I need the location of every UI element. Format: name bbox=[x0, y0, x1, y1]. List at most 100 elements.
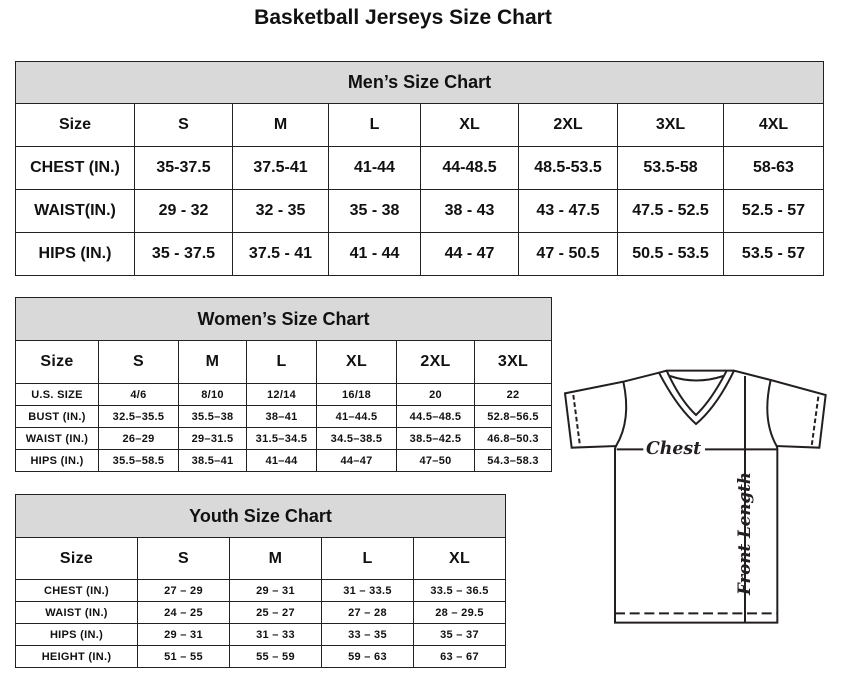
table-row: HIPS (IN.) 35 - 37.5 37.5 - 41 41 - 44 44 - … bbox=[15, 232, 824, 276]
table-cell: XL bbox=[420, 103, 519, 147]
table-cell: 41-44 bbox=[328, 146, 421, 190]
row-label: CHEST (IN.) bbox=[15, 579, 138, 602]
table-cell: 2XL bbox=[396, 340, 475, 384]
shirt-outline bbox=[563, 369, 827, 624]
row-label: HIPS (IN.) bbox=[15, 623, 138, 646]
table-cell: S bbox=[134, 103, 233, 147]
youth-size-table: Youth Size Chart Size S M L XL CHEST (IN.) 27 … bbox=[14, 494, 507, 668]
table-row: CHEST (IN.) 27 – 29 29 – 31 31 – 33.5 33.5 –… bbox=[15, 579, 507, 602]
table-cell: 38.5–41 bbox=[178, 449, 247, 472]
table-cell: 35 – 37 bbox=[412, 623, 507, 646]
table-cell: 35.5–38 bbox=[178, 405, 247, 428]
youth-heading: Youth Size Chart bbox=[14, 494, 507, 538]
table-cell: 47.5 - 52.5 bbox=[617, 189, 724, 233]
table-cell: 28 – 29.5 bbox=[412, 601, 507, 624]
table-cell: 25 – 27 bbox=[229, 601, 322, 624]
mens-size-table: Men’s Size Chart Size S M L XL 2XL 3XL 4XL CHEST… bbox=[15, 61, 824, 276]
table-cell: 55 – 59 bbox=[229, 645, 322, 668]
table-cell: 37.5-41 bbox=[232, 146, 329, 190]
table-cell: M bbox=[229, 537, 322, 580]
row-label: HIPS (IN.) bbox=[15, 232, 135, 276]
row-label: Size bbox=[15, 340, 99, 384]
mens-heading: Men’s Size Chart bbox=[15, 61, 824, 104]
table-cell: 38 - 43 bbox=[420, 189, 519, 233]
row-label: Size bbox=[15, 537, 138, 580]
table-cell: 12/14 bbox=[246, 383, 317, 406]
table-cell: 38.5–42.5 bbox=[396, 427, 475, 450]
table-cell: 35 - 37.5 bbox=[134, 232, 233, 276]
table-cell: 53.5-58 bbox=[617, 146, 724, 190]
table-cell: 53.5 - 57 bbox=[723, 232, 824, 276]
table-row: WAIST(IN.) 29 - 32 32 - 35 35 - 38 38 - 43 43… bbox=[15, 189, 824, 233]
womens-heading: Women’s Size Chart bbox=[14, 297, 553, 341]
table-row: WAIST (IN.) 24 – 25 25 – 27 27 – 28 28 – 29.… bbox=[15, 601, 507, 624]
table-row: CHEST (IN.) 35-37.5 37.5-41 41-44 44-48.5 48.… bbox=[15, 146, 824, 190]
table-cell: XL bbox=[316, 340, 397, 384]
table-cell: 33 – 35 bbox=[321, 623, 414, 646]
table-cell: 47–50 bbox=[396, 449, 475, 472]
table-cell: 31 – 33.5 bbox=[321, 579, 414, 602]
table-cell: 63 – 67 bbox=[412, 645, 507, 668]
table-cell: 16/18 bbox=[316, 383, 397, 406]
table-cell: 32 - 35 bbox=[232, 189, 329, 233]
table-cell: 43 - 47.5 bbox=[518, 189, 618, 233]
table-cell: 48.5-53.5 bbox=[518, 146, 618, 190]
table-cell: 38–41 bbox=[246, 405, 317, 428]
table-cell: L bbox=[246, 340, 317, 384]
table-cell: 29 - 32 bbox=[134, 189, 233, 233]
table-cell: 4/6 bbox=[98, 383, 179, 406]
table-cell: 35-37.5 bbox=[134, 146, 233, 190]
table-cell: 41–44.5 bbox=[316, 405, 397, 428]
table-row: WAIST (IN.) 26–29 29–31.5 31.5–34.5 34.5–38.… bbox=[15, 427, 553, 450]
row-label: HEIGHT (IN.) bbox=[15, 645, 138, 668]
jersey-diagram: Chest Front Length bbox=[563, 369, 827, 624]
table-cell: 27 – 29 bbox=[137, 579, 230, 602]
page-title: Basketball Jerseys Size Chart bbox=[254, 6, 552, 29]
table-cell: 22 bbox=[473, 383, 553, 406]
table-cell: 31.5–34.5 bbox=[246, 427, 317, 450]
table-cell: 34.5–38.5 bbox=[316, 427, 397, 450]
table-cell: 4XL bbox=[723, 103, 824, 147]
table-cell: S bbox=[98, 340, 179, 384]
table-cell: 3XL bbox=[473, 340, 553, 384]
table-cell: 8/10 bbox=[178, 383, 247, 406]
table-row: Size S M L XL 2XL 3XL bbox=[15, 340, 553, 384]
table-cell: 31 – 33 bbox=[229, 623, 322, 646]
table-cell: 50.5 - 53.5 bbox=[617, 232, 724, 276]
table-cell: 33.5 – 36.5 bbox=[412, 579, 507, 602]
table-cell: S bbox=[137, 537, 230, 580]
table-cell: M bbox=[178, 340, 247, 384]
table-cell: 41–44 bbox=[246, 449, 317, 472]
table-row: HEIGHT (IN.) 51 – 55 55 – 59 59 – 63 63 – 67 bbox=[15, 645, 507, 668]
row-label: WAIST (IN.) bbox=[15, 427, 99, 450]
front-length-label: Front Length bbox=[734, 472, 754, 596]
table-row: HIPS (IN.) 35.5–58.5 38.5–41 41–44 44–47 47–5… bbox=[15, 449, 553, 472]
table-cell: 26–29 bbox=[98, 427, 179, 450]
table-row: BUST (IN.) 32.5–35.5 35.5–38 38–41 41–44.5 44… bbox=[15, 405, 553, 428]
table-cell: 27 – 28 bbox=[321, 601, 414, 624]
table-cell: 47 - 50.5 bbox=[518, 232, 618, 276]
table-cell: 44.5–48.5 bbox=[396, 405, 475, 428]
table-cell: 59 – 63 bbox=[321, 645, 414, 668]
table-cell: 44-48.5 bbox=[420, 146, 519, 190]
table-cell: M bbox=[232, 103, 329, 147]
row-label: WAIST (IN.) bbox=[15, 601, 138, 624]
table-row: HIPS (IN.) 29 – 31 31 – 33 33 – 35 35 – 37 bbox=[15, 623, 507, 646]
table-cell: 44 - 47 bbox=[420, 232, 519, 276]
table-cell: 58-63 bbox=[723, 146, 824, 190]
table-cell: 35.5–58.5 bbox=[98, 449, 179, 472]
table-row: U.S. SIZE 4/6 8/10 12/14 16/18 20 22 bbox=[15, 383, 553, 406]
table-cell: 46.8–50.3 bbox=[473, 427, 553, 450]
table-cell: 29–31.5 bbox=[178, 427, 247, 450]
table-cell: 51 – 55 bbox=[137, 645, 230, 668]
table-cell: L bbox=[321, 537, 414, 580]
table-cell: XL bbox=[412, 537, 507, 580]
table-cell: 29 – 31 bbox=[137, 623, 230, 646]
table-cell: 20 bbox=[396, 383, 475, 406]
womens-size-table: Women’s Size Chart Size S M L XL 2XL 3XL U.S. S… bbox=[14, 297, 553, 472]
row-label: CHEST (IN.) bbox=[15, 146, 135, 190]
row-label: U.S. SIZE bbox=[15, 383, 99, 406]
row-label: HIPS (IN.) bbox=[15, 449, 99, 472]
table-row: Size S M L XL 2XL 3XL 4XL bbox=[15, 103, 824, 147]
row-label: BUST (IN.) bbox=[15, 405, 99, 428]
